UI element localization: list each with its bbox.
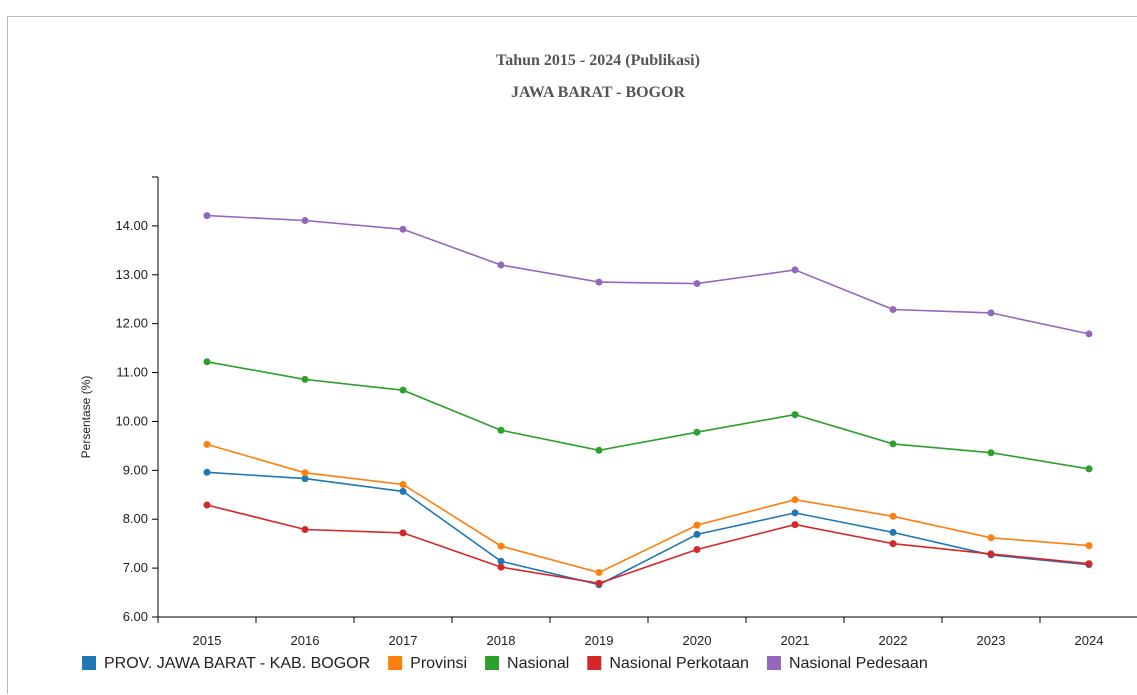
data-point	[791, 521, 799, 529]
data-point	[399, 386, 407, 394]
x-tick-label: 2016	[291, 633, 320, 648]
data-point	[987, 550, 995, 558]
data-point	[497, 261, 505, 269]
data-point	[497, 426, 505, 434]
chart-frame: Tahun 2015 - 2024 (Publikasi) JAWA BARAT…	[7, 16, 1137, 694]
y-tick-label: 14.00	[115, 218, 148, 233]
data-point	[301, 469, 309, 477]
series-line	[206, 443, 1090, 574]
legend-label[interactable]: Nasional Pedesaan	[789, 655, 928, 672]
x-tick-label: 2022	[879, 633, 908, 648]
data-point	[693, 428, 701, 436]
data-point	[203, 468, 211, 476]
legend-swatch[interactable]	[388, 656, 403, 670]
series-line	[206, 361, 1090, 470]
data-point	[987, 449, 995, 457]
x-tick-label: 2018	[487, 633, 516, 648]
data-point	[301, 375, 309, 383]
series-points	[203, 212, 1093, 589]
data-point	[1085, 330, 1093, 338]
data-point	[301, 525, 309, 533]
series-line	[206, 214, 1090, 335]
legend-label[interactable]: Nasional	[507, 655, 569, 672]
data-point	[889, 512, 897, 520]
legend-swatch[interactable]	[766, 656, 781, 670]
data-point	[595, 569, 603, 577]
y-tick-label: 6.00	[123, 609, 148, 624]
data-point	[595, 579, 603, 587]
x-tick-label: 2020	[683, 633, 712, 648]
y-axis-label: Persentase (%)	[79, 376, 93, 459]
y-tick-label: 9.00	[123, 462, 148, 477]
data-point	[791, 496, 799, 504]
data-point	[889, 305, 897, 313]
data-point	[399, 481, 407, 489]
x-tick-label: 2023	[977, 633, 1006, 648]
data-point	[203, 501, 211, 509]
y-tick-label: 13.00	[115, 267, 148, 282]
data-point	[203, 440, 211, 448]
data-point	[399, 487, 407, 495]
chart-subtitle: JAWA BARAT - BOGOR	[511, 84, 686, 101]
data-point	[203, 212, 211, 220]
data-point	[791, 266, 799, 274]
legend-label[interactable]: Nasional Perkotaan	[609, 655, 749, 672]
data-point	[203, 358, 211, 366]
x-tick-label: 2017	[389, 633, 418, 648]
x-tick-label: 2015	[193, 633, 222, 648]
data-point	[693, 530, 701, 538]
series-line	[206, 504, 1090, 585]
data-point	[301, 475, 309, 483]
data-point	[399, 529, 407, 537]
legend-label[interactable]: Provinsi	[410, 655, 467, 672]
x-tick-label: 2024	[1075, 633, 1104, 648]
data-point	[1085, 465, 1093, 473]
data-point	[791, 509, 799, 517]
data-point	[595, 446, 603, 454]
data-point	[889, 540, 897, 548]
data-point	[791, 411, 799, 419]
series-lines	[206, 214, 1090, 586]
data-point	[497, 542, 505, 550]
data-point	[399, 225, 407, 233]
y-tick-label: 11.00	[116, 365, 148, 380]
series-line	[206, 471, 1090, 586]
y-tick-label: 7.00	[123, 560, 148, 575]
data-point	[497, 563, 505, 571]
legend-swatch[interactable]	[82, 656, 96, 670]
chart-title: Tahun 2015 - 2024 (Publikasi)	[496, 52, 700, 69]
y-tick-label: 12.00	[115, 316, 148, 331]
data-point	[497, 557, 505, 565]
legend-swatch[interactable]	[485, 656, 500, 670]
x-tick-label: 2021	[781, 633, 810, 648]
data-point	[987, 534, 995, 542]
data-point	[693, 521, 701, 529]
x-tick-label: 2019	[585, 633, 614, 648]
y-tick-label: 10.00	[115, 413, 148, 428]
y-tick-label: 8.00	[123, 511, 148, 526]
data-point	[889, 440, 897, 448]
data-point	[693, 546, 701, 554]
data-point	[987, 309, 995, 317]
line-chart: Tahun 2015 - 2024 (Publikasi) JAWA BARAT…	[79, 52, 1137, 672]
data-point	[693, 280, 701, 288]
data-point	[889, 528, 897, 536]
data-point	[595, 278, 603, 286]
legend-swatch[interactable]	[587, 656, 602, 670]
data-point	[1085, 542, 1093, 550]
data-point	[1085, 560, 1093, 568]
data-point	[301, 217, 309, 225]
axes: 6.00 7.00 8.00 9.00 10.00 11.00 12.00 13.00 14.0…	[115, 176, 1137, 648]
legend-label[interactable]: PROV. JAWA BARAT - KAB. BOGOR	[104, 655, 370, 672]
legend: PROV. JAWA BARAT - KAB. BOGOR Provinsi Nas…	[82, 655, 928, 672]
